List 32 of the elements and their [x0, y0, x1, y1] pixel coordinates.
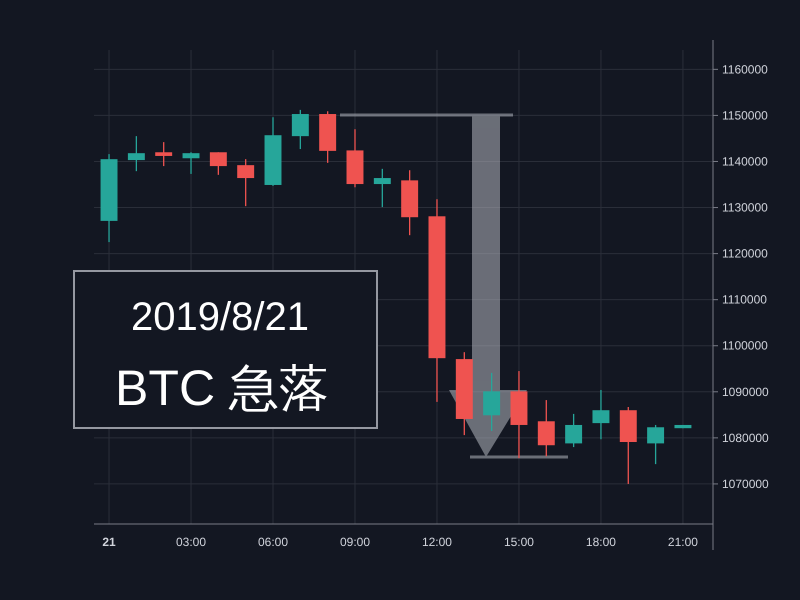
annotation: BTC 急落 — [115, 360, 329, 416]
candlestick — [483, 372, 500, 432]
candlestick — [210, 152, 227, 176]
y-tick-label: 1080000 — [722, 430, 770, 445]
x-tick-label: 15:00 — [504, 535, 534, 549]
y-tick-label: 1160000 — [722, 62, 768, 76]
annotation: 2019/8/21 — [131, 295, 309, 339]
x-tick-label: 09:00 — [340, 535, 370, 549]
candlestick — [182, 152, 200, 175]
candlestick — [538, 399, 555, 457]
y-tick-label: 1130000 — [722, 200, 768, 215]
y-tick-label: 1120000 — [722, 246, 768, 261]
x-tick-label: 12:00 — [422, 535, 452, 549]
candlestick — [565, 413, 582, 448]
x-tick-label: 03:00 — [176, 535, 206, 549]
candlestick — [592, 389, 610, 440]
candlestick — [292, 109, 309, 150]
candlestick — [647, 424, 664, 465]
candlestick — [374, 168, 391, 208]
y-tick-label: 1090000 — [722, 384, 770, 399]
y-tick-label: 1150000 — [722, 108, 768, 122]
y-tick-label: 1070000 — [722, 476, 770, 491]
x-tick-label: 18:00 — [586, 535, 616, 549]
candlestick — [128, 135, 145, 172]
y-tick-label: 1100000 — [722, 338, 768, 353]
y-tick-label: 1110000 — [722, 292, 768, 307]
x-tick-label: 06:00 — [258, 535, 288, 549]
x-tick-label: 21:00 — [668, 535, 698, 549]
candlestick — [237, 158, 254, 207]
x-tick-label: 21 — [102, 535, 116, 549]
y-tick-label: 1140000 — [722, 154, 768, 168]
candlestick — [155, 141, 172, 167]
